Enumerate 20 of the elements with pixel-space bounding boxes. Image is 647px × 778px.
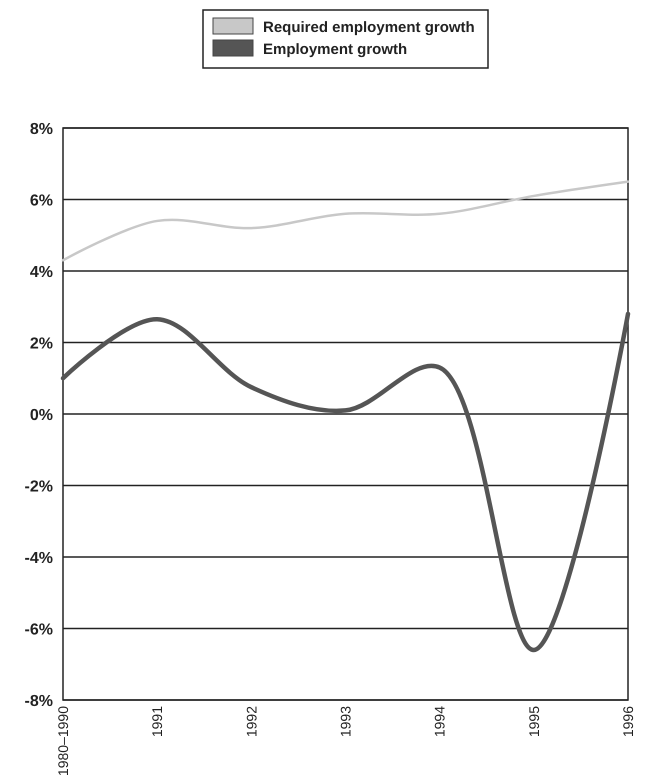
x-tick-label: 1994 (432, 706, 448, 738)
line-series (60, 312, 630, 652)
legend-label: Required employment growth (263, 19, 475, 36)
x-tick-label: 1980–1990 (55, 706, 71, 776)
y-tick-label: -2% (24, 478, 53, 496)
legend-label: Employment growth (263, 41, 408, 58)
x-tick-label: 1995 (526, 706, 542, 738)
y-tick-label: 0% (30, 407, 53, 424)
y-tick-label: 4% (30, 264, 53, 281)
y-tick-label: 2% (30, 336, 53, 352)
x-tick-label: 1992 (243, 706, 260, 738)
line-series (62, 180, 630, 262)
x-tick-label: 1991 (149, 706, 166, 738)
y-tick-label: 8% (30, 121, 53, 138)
y-tick-label: -4% (24, 550, 53, 567)
x-tick-label: 1993 (338, 706, 354, 738)
x-tick-label: 1996 (620, 706, 636, 738)
y-tick-label: -6% (24, 622, 53, 638)
y-tick-label: -8% (24, 693, 53, 710)
y-tick-label: 6% (30, 192, 53, 210)
